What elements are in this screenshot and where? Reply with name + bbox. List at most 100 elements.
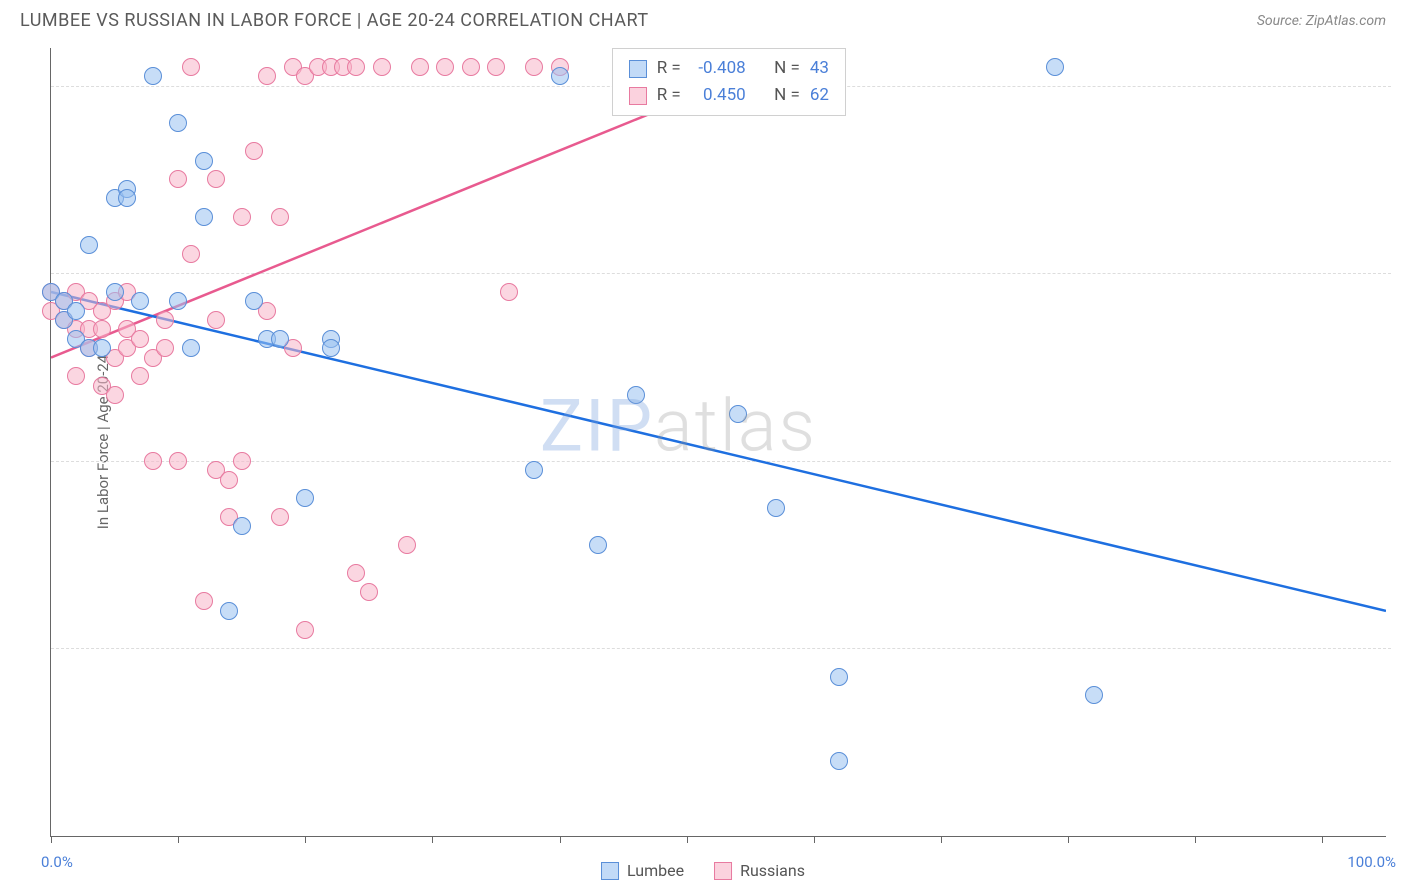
x-tick bbox=[814, 836, 815, 843]
scatter-point-a bbox=[245, 292, 263, 310]
scatter-point-b bbox=[245, 142, 263, 160]
y-tick-label: 40.0% bbox=[1398, 639, 1406, 657]
scatter-point-a bbox=[1046, 58, 1064, 76]
x-tick bbox=[1195, 836, 1196, 843]
stats-box: R = -0.408 N = 43 R = 0.450 N = 62 bbox=[612, 48, 846, 116]
scatter-point-b bbox=[207, 170, 225, 188]
scatter-point-a bbox=[627, 386, 645, 404]
scatter-point-a bbox=[169, 292, 187, 310]
scatter-point-b bbox=[182, 58, 200, 76]
legend: Lumbee Russians bbox=[601, 861, 805, 880]
x-tick bbox=[941, 836, 942, 843]
x-tick bbox=[305, 836, 306, 843]
y-tick-label: 80.0% bbox=[1398, 264, 1406, 282]
scatter-point-b bbox=[373, 58, 391, 76]
scatter-point-a bbox=[589, 536, 607, 554]
scatter-point-b bbox=[131, 367, 149, 385]
scatter-point-b bbox=[296, 621, 314, 639]
n-value-a: 43 bbox=[810, 55, 829, 82]
scatter-point-a bbox=[182, 339, 200, 357]
scatter-point-b bbox=[156, 311, 174, 329]
scatter-point-b bbox=[156, 339, 174, 357]
legend-item-b: Russians bbox=[714, 861, 805, 880]
r-value-a: -0.408 bbox=[691, 55, 746, 82]
scatter-point-b bbox=[525, 58, 543, 76]
scatter-point-a bbox=[131, 292, 149, 310]
scatter-point-a bbox=[220, 602, 238, 620]
scatter-point-a bbox=[271, 330, 289, 348]
legend-label-b: Russians bbox=[740, 861, 805, 880]
stats-row-b: R = 0.450 N = 62 bbox=[629, 82, 829, 109]
scatter-point-a bbox=[322, 339, 340, 357]
scatter-point-a bbox=[729, 405, 747, 423]
r-value-b: 0.450 bbox=[691, 82, 746, 109]
scatter-point-a bbox=[144, 67, 162, 85]
scatter-point-b bbox=[106, 386, 124, 404]
scatter-point-b bbox=[462, 58, 480, 76]
scatter-points bbox=[51, 48, 1386, 836]
scatter-point-a bbox=[195, 208, 213, 226]
legend-item-a: Lumbee bbox=[601, 861, 684, 880]
x-tick bbox=[1322, 836, 1323, 843]
scatter-point-b bbox=[411, 58, 429, 76]
plot-area: In Labor Force | Age 20-24 40.0%60.0%80.… bbox=[50, 48, 1386, 837]
legend-label-a: Lumbee bbox=[627, 861, 684, 880]
scatter-point-b bbox=[360, 583, 378, 601]
scatter-point-b bbox=[500, 283, 518, 301]
scatter-point-b bbox=[347, 564, 365, 582]
scatter-point-b bbox=[271, 508, 289, 526]
swatch-a-icon bbox=[629, 60, 647, 78]
source-label: Source: ZipAtlas.com bbox=[1257, 13, 1386, 29]
scatter-point-a bbox=[169, 114, 187, 132]
scatter-point-b bbox=[258, 67, 276, 85]
scatter-point-b bbox=[195, 592, 213, 610]
header: LUMBEE VS RUSSIAN IN LABOR FORCE | AGE 2… bbox=[0, 0, 1406, 39]
n-label-a: N = bbox=[774, 55, 800, 82]
scatter-point-b bbox=[233, 452, 251, 470]
scatter-point-a bbox=[830, 752, 848, 770]
scatter-point-b bbox=[347, 58, 365, 76]
scatter-point-b bbox=[398, 536, 416, 554]
scatter-point-b bbox=[207, 311, 225, 329]
scatter-point-a bbox=[525, 461, 543, 479]
scatter-point-b bbox=[169, 170, 187, 188]
scatter-point-b bbox=[182, 245, 200, 263]
scatter-point-a bbox=[80, 236, 98, 254]
x-axis-min-label: 0.0% bbox=[41, 853, 73, 871]
legend-swatch-b-icon bbox=[714, 862, 732, 880]
stats-row-a: R = -0.408 N = 43 bbox=[629, 55, 829, 82]
scatter-point-b bbox=[271, 208, 289, 226]
x-tick bbox=[1068, 836, 1069, 843]
y-tick-label: 100.0% bbox=[1398, 77, 1406, 95]
scatter-point-b bbox=[436, 58, 454, 76]
scatter-point-a bbox=[195, 152, 213, 170]
scatter-point-a bbox=[767, 499, 785, 517]
scatter-point-a bbox=[93, 339, 111, 357]
chart-title: LUMBEE VS RUSSIAN IN LABOR FORCE | AGE 2… bbox=[20, 10, 649, 31]
n-value-b: 62 bbox=[810, 82, 829, 109]
scatter-point-a bbox=[551, 67, 569, 85]
scatter-point-b bbox=[93, 320, 111, 338]
scatter-point-b bbox=[487, 58, 505, 76]
scatter-point-b bbox=[233, 208, 251, 226]
r-label-a: R = bbox=[657, 55, 681, 82]
scatter-point-a bbox=[1085, 686, 1103, 704]
swatch-b-icon bbox=[629, 87, 647, 105]
scatter-point-b bbox=[144, 452, 162, 470]
x-tick bbox=[178, 836, 179, 843]
x-tick bbox=[51, 836, 52, 843]
scatter-point-b bbox=[169, 452, 187, 470]
x-tick bbox=[432, 836, 433, 843]
x-axis-max-label: 100.0% bbox=[1347, 853, 1396, 871]
chart-container: LUMBEE VS RUSSIAN IN LABOR FORCE | AGE 2… bbox=[0, 0, 1406, 892]
scatter-point-b bbox=[67, 367, 85, 385]
scatter-point-a bbox=[118, 189, 136, 207]
x-tick bbox=[560, 836, 561, 843]
n-label-b: N = bbox=[774, 82, 800, 109]
legend-swatch-a-icon bbox=[601, 862, 619, 880]
scatter-point-a bbox=[296, 489, 314, 507]
y-tick-label: 60.0% bbox=[1398, 452, 1406, 470]
scatter-point-a bbox=[67, 302, 85, 320]
x-tick bbox=[687, 836, 688, 843]
r-label-b: R = bbox=[657, 82, 681, 109]
